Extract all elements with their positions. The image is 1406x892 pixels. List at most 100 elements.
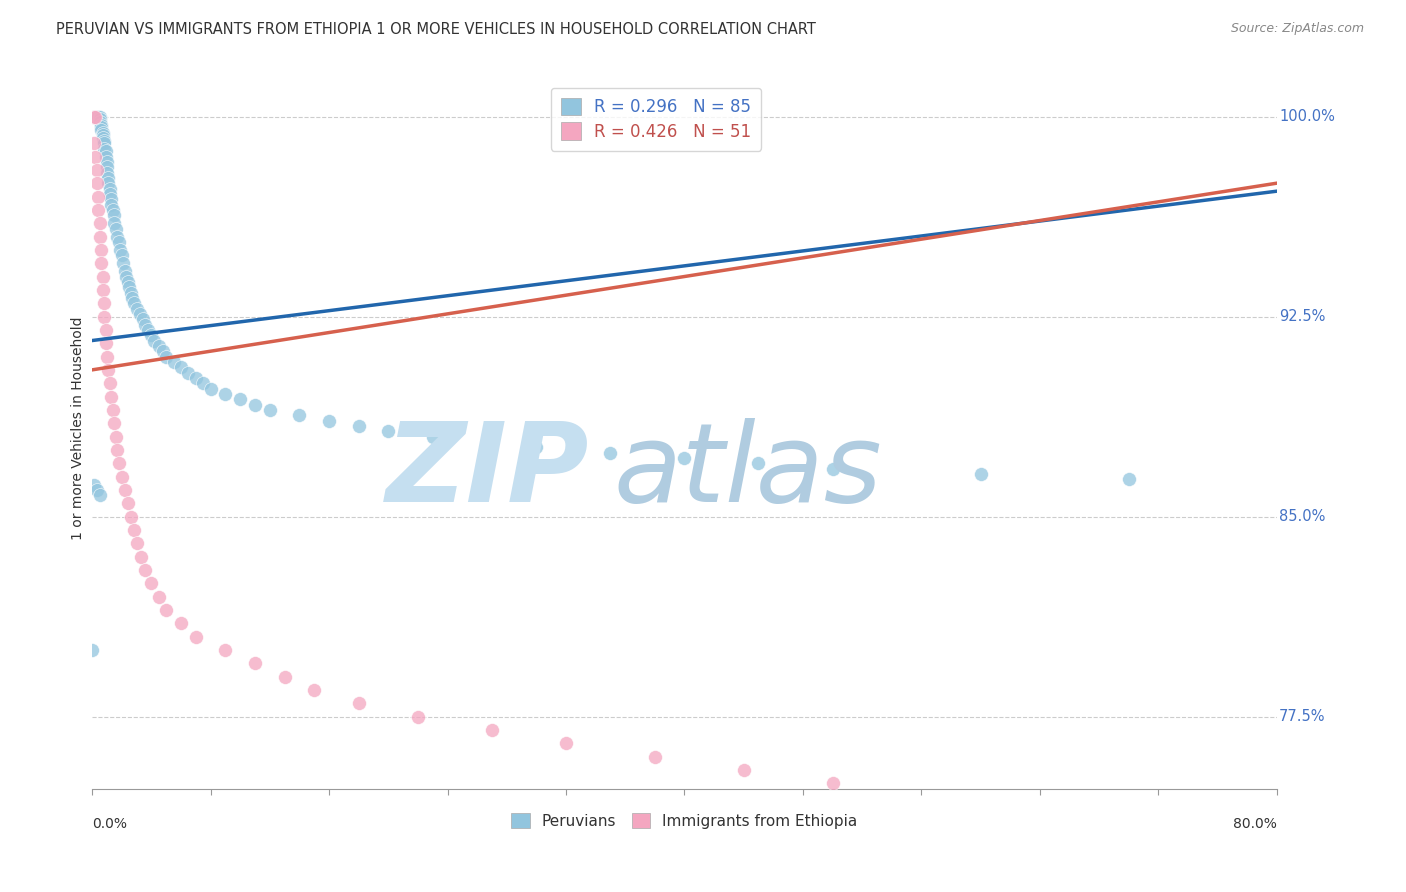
Point (90, 243, 112, 257)
Point (84, 110, 107, 124)
Legend: Peruvians, Immigrants from Ethiopia: Peruvians, Immigrants from Ethiopia (505, 806, 863, 835)
Point (377, 424, 399, 438)
Point (170, 616, 193, 631)
Point (1118, 472, 1140, 486)
Point (347, 418, 370, 433)
Point (138, 323, 160, 337)
Point (87, 110, 110, 124)
Point (90, 118, 112, 132)
Point (103, 208, 125, 222)
Point (733, 763, 755, 777)
Point (91, 269, 114, 284)
Point (555, 736, 578, 750)
Point (87, 110, 110, 124)
Point (747, 456, 769, 470)
Point (83, 477, 105, 491)
Point (114, 264, 136, 278)
Point (108, 456, 131, 470)
Point (104, 429, 127, 443)
Point (91, 131, 114, 145)
Text: atlas: atlas (613, 418, 882, 525)
Point (89, 112, 111, 127)
Point (148, 339, 170, 353)
Text: 77.5%: 77.5% (1279, 709, 1326, 724)
Point (170, 360, 193, 375)
Point (105, 442, 128, 457)
Text: Source: ZipAtlas.com: Source: ZipAtlas.com (1230, 22, 1364, 36)
Text: ZIP: ZIP (387, 418, 589, 525)
Point (98, 376, 121, 391)
Point (129, 549, 152, 564)
Point (243, 656, 266, 670)
Point (422, 429, 444, 443)
Point (214, 387, 236, 401)
Point (318, 413, 340, 427)
Point (114, 483, 136, 497)
Point (184, 630, 207, 644)
Point (134, 318, 156, 332)
Point (599, 445, 621, 459)
Point (98, 186, 121, 201)
Point (86, 110, 108, 124)
Point (120, 509, 142, 524)
Point (141, 328, 163, 343)
Point (94, 144, 117, 158)
Point (128, 307, 150, 321)
Point (100, 192, 122, 206)
Point (229, 392, 252, 407)
Text: 100.0%: 100.0% (1279, 109, 1334, 124)
Point (184, 371, 207, 385)
Point (86, 483, 108, 497)
Point (83, 136, 105, 151)
Point (89, 115, 111, 129)
Point (105, 229, 128, 244)
Point (273, 669, 295, 683)
Point (110, 243, 132, 257)
Point (141, 576, 163, 591)
Point (93, 296, 115, 310)
Point (100, 390, 122, 404)
Point (94, 149, 117, 163)
Point (93, 142, 115, 156)
Point (90, 123, 112, 137)
Point (86, 110, 108, 124)
Point (481, 434, 503, 449)
Text: 80.0%: 80.0% (1233, 817, 1277, 831)
Point (103, 216, 125, 230)
Point (243, 398, 266, 412)
Point (101, 402, 124, 417)
Point (84, 110, 107, 124)
Point (96, 154, 118, 169)
Point (112, 256, 135, 270)
Point (125, 301, 148, 316)
Point (84, 149, 107, 163)
Point (969, 467, 991, 481)
Point (148, 590, 170, 604)
Point (97, 170, 120, 185)
Y-axis label: 1 or more Vehicles in Household: 1 or more Vehicles in Household (72, 317, 86, 541)
Point (93, 134, 115, 148)
Point (122, 296, 145, 310)
Point (122, 523, 145, 537)
Text: 0.0%: 0.0% (93, 817, 127, 831)
Point (131, 312, 153, 326)
Point (94, 336, 117, 351)
Point (86, 162, 108, 177)
Point (83, 110, 105, 124)
Point (82, 643, 104, 657)
Point (89, 488, 111, 502)
Point (87, 202, 110, 217)
Point (96, 160, 118, 174)
Point (821, 776, 844, 790)
Point (134, 563, 156, 577)
Point (111, 469, 134, 483)
Point (155, 603, 177, 617)
Point (87, 189, 110, 203)
Point (524, 440, 547, 454)
Point (347, 696, 370, 710)
Point (406, 709, 429, 723)
Point (304, 682, 326, 697)
Point (83, 110, 105, 124)
Point (91, 128, 114, 143)
Point (86, 110, 108, 124)
